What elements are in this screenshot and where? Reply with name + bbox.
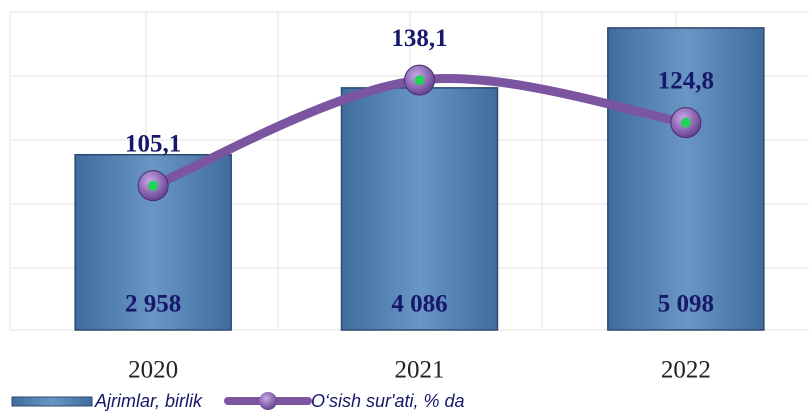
x-tick-label: 2020	[128, 357, 178, 384]
bar-value-label: 5 098	[658, 291, 714, 318]
bar-value-label: 4 086	[391, 291, 447, 318]
bar	[340, 87, 499, 331]
x-tick-label: 2021	[395, 357, 445, 384]
legend-label: Ajrimlar, birlik	[94, 391, 203, 411]
line-marker-center	[414, 75, 425, 86]
legend-label: O‘sish sur'ati, % da	[311, 391, 465, 411]
line-value-label: 138,1	[391, 25, 447, 52]
line-marker-center	[680, 117, 691, 128]
bar-value-label: 2 958	[125, 291, 181, 318]
line-value-label: 124,8	[658, 67, 714, 94]
bar	[607, 27, 765, 331]
line-marker-center	[148, 180, 159, 191]
line-value-label: 105,1	[125, 130, 181, 157]
x-tick-label: 2022	[661, 357, 711, 384]
legend-marker	[259, 392, 277, 410]
legend-swatch	[11, 396, 93, 407]
